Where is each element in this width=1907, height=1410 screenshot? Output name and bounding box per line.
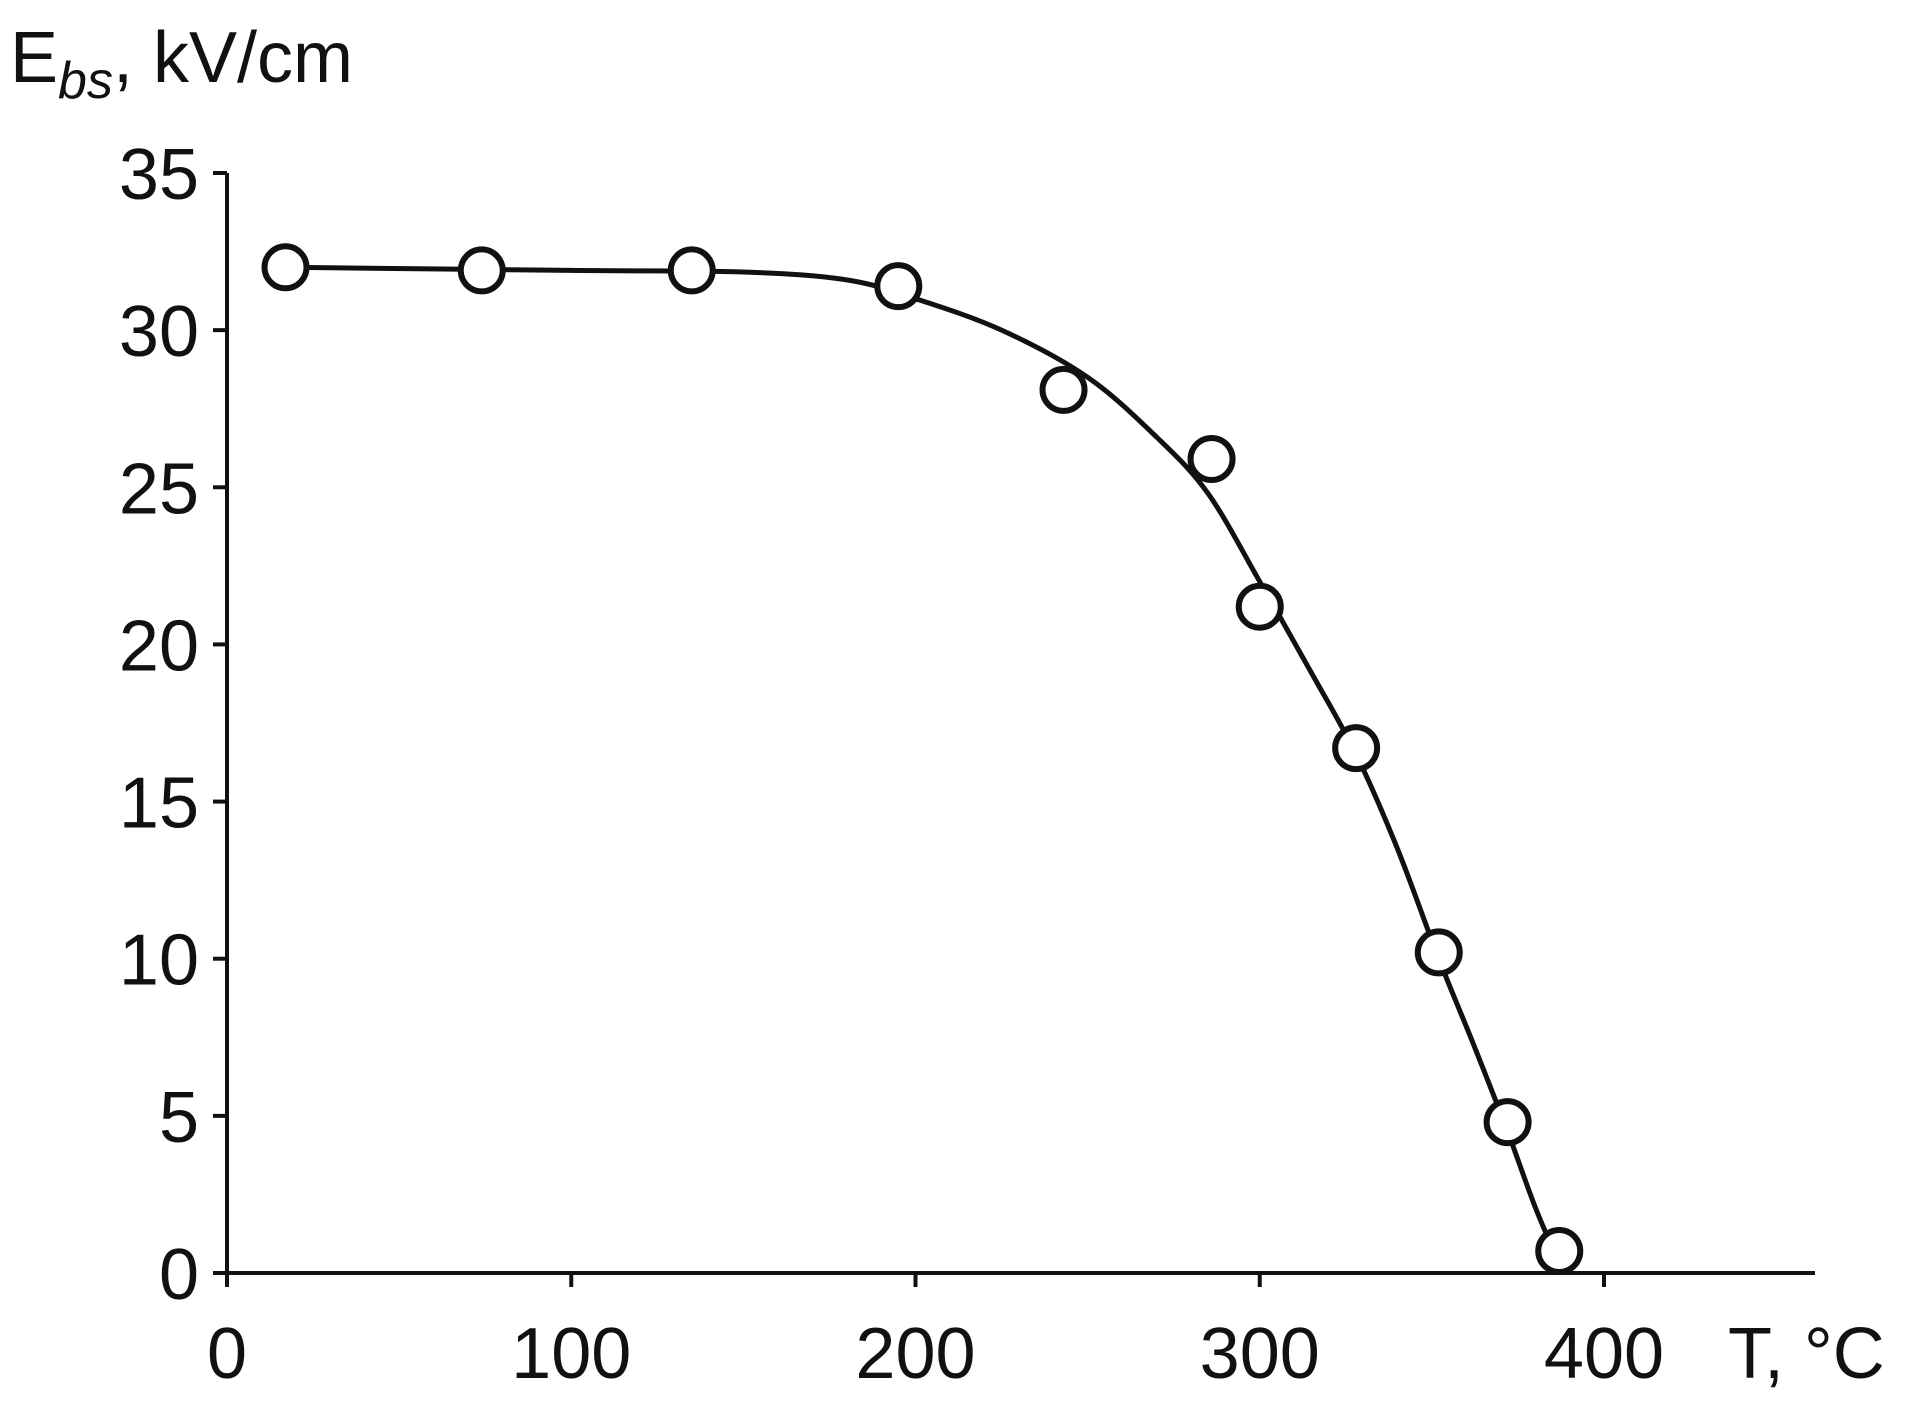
data-point	[667, 246, 716, 295]
data-points-group	[261, 243, 1584, 1275]
y-tick-label: 5	[159, 1078, 199, 1158]
data-point	[1483, 1098, 1532, 1147]
data-point	[1535, 1227, 1584, 1275]
y-axis-label-sub: bs	[58, 52, 113, 110]
y-axis-label: Ebs, kV/cm	[10, 18, 353, 110]
y-tick-label: 0	[159, 1235, 199, 1315]
y-tick-label: 35	[119, 135, 199, 215]
y-axis-label-unit: , kV/cm	[113, 18, 353, 98]
fit-curve-group	[283, 264, 1562, 1267]
axes: 0 100 200 300 400 0 5 10 15 20 25 30 35	[119, 135, 1815, 1394]
y-tick-label: 25	[119, 449, 199, 529]
data-point	[1187, 435, 1236, 483]
data-point	[457, 246, 506, 295]
data-point	[874, 262, 923, 311]
data-point	[1414, 928, 1463, 977]
data-point	[1332, 724, 1381, 773]
x-tick-label: 200	[855, 1314, 975, 1394]
x-tick-label: 300	[1200, 1314, 1320, 1394]
x-tick-label: 400	[1544, 1314, 1664, 1394]
data-point	[1039, 365, 1088, 414]
y-tick-label: 10	[119, 921, 199, 1001]
y-tick-label: 20	[119, 606, 199, 686]
y-axis-label-main: E	[10, 18, 58, 98]
y-tick-label: 15	[119, 764, 199, 844]
x-tick-label: 100	[511, 1314, 631, 1394]
data-point	[1235, 582, 1284, 631]
fit-curve	[283, 264, 1562, 1267]
x-tick-label: 0	[207, 1314, 247, 1394]
x-axis-label: T, °C	[1728, 1314, 1885, 1394]
y-tick-label: 30	[119, 292, 199, 372]
data-point	[261, 243, 310, 292]
